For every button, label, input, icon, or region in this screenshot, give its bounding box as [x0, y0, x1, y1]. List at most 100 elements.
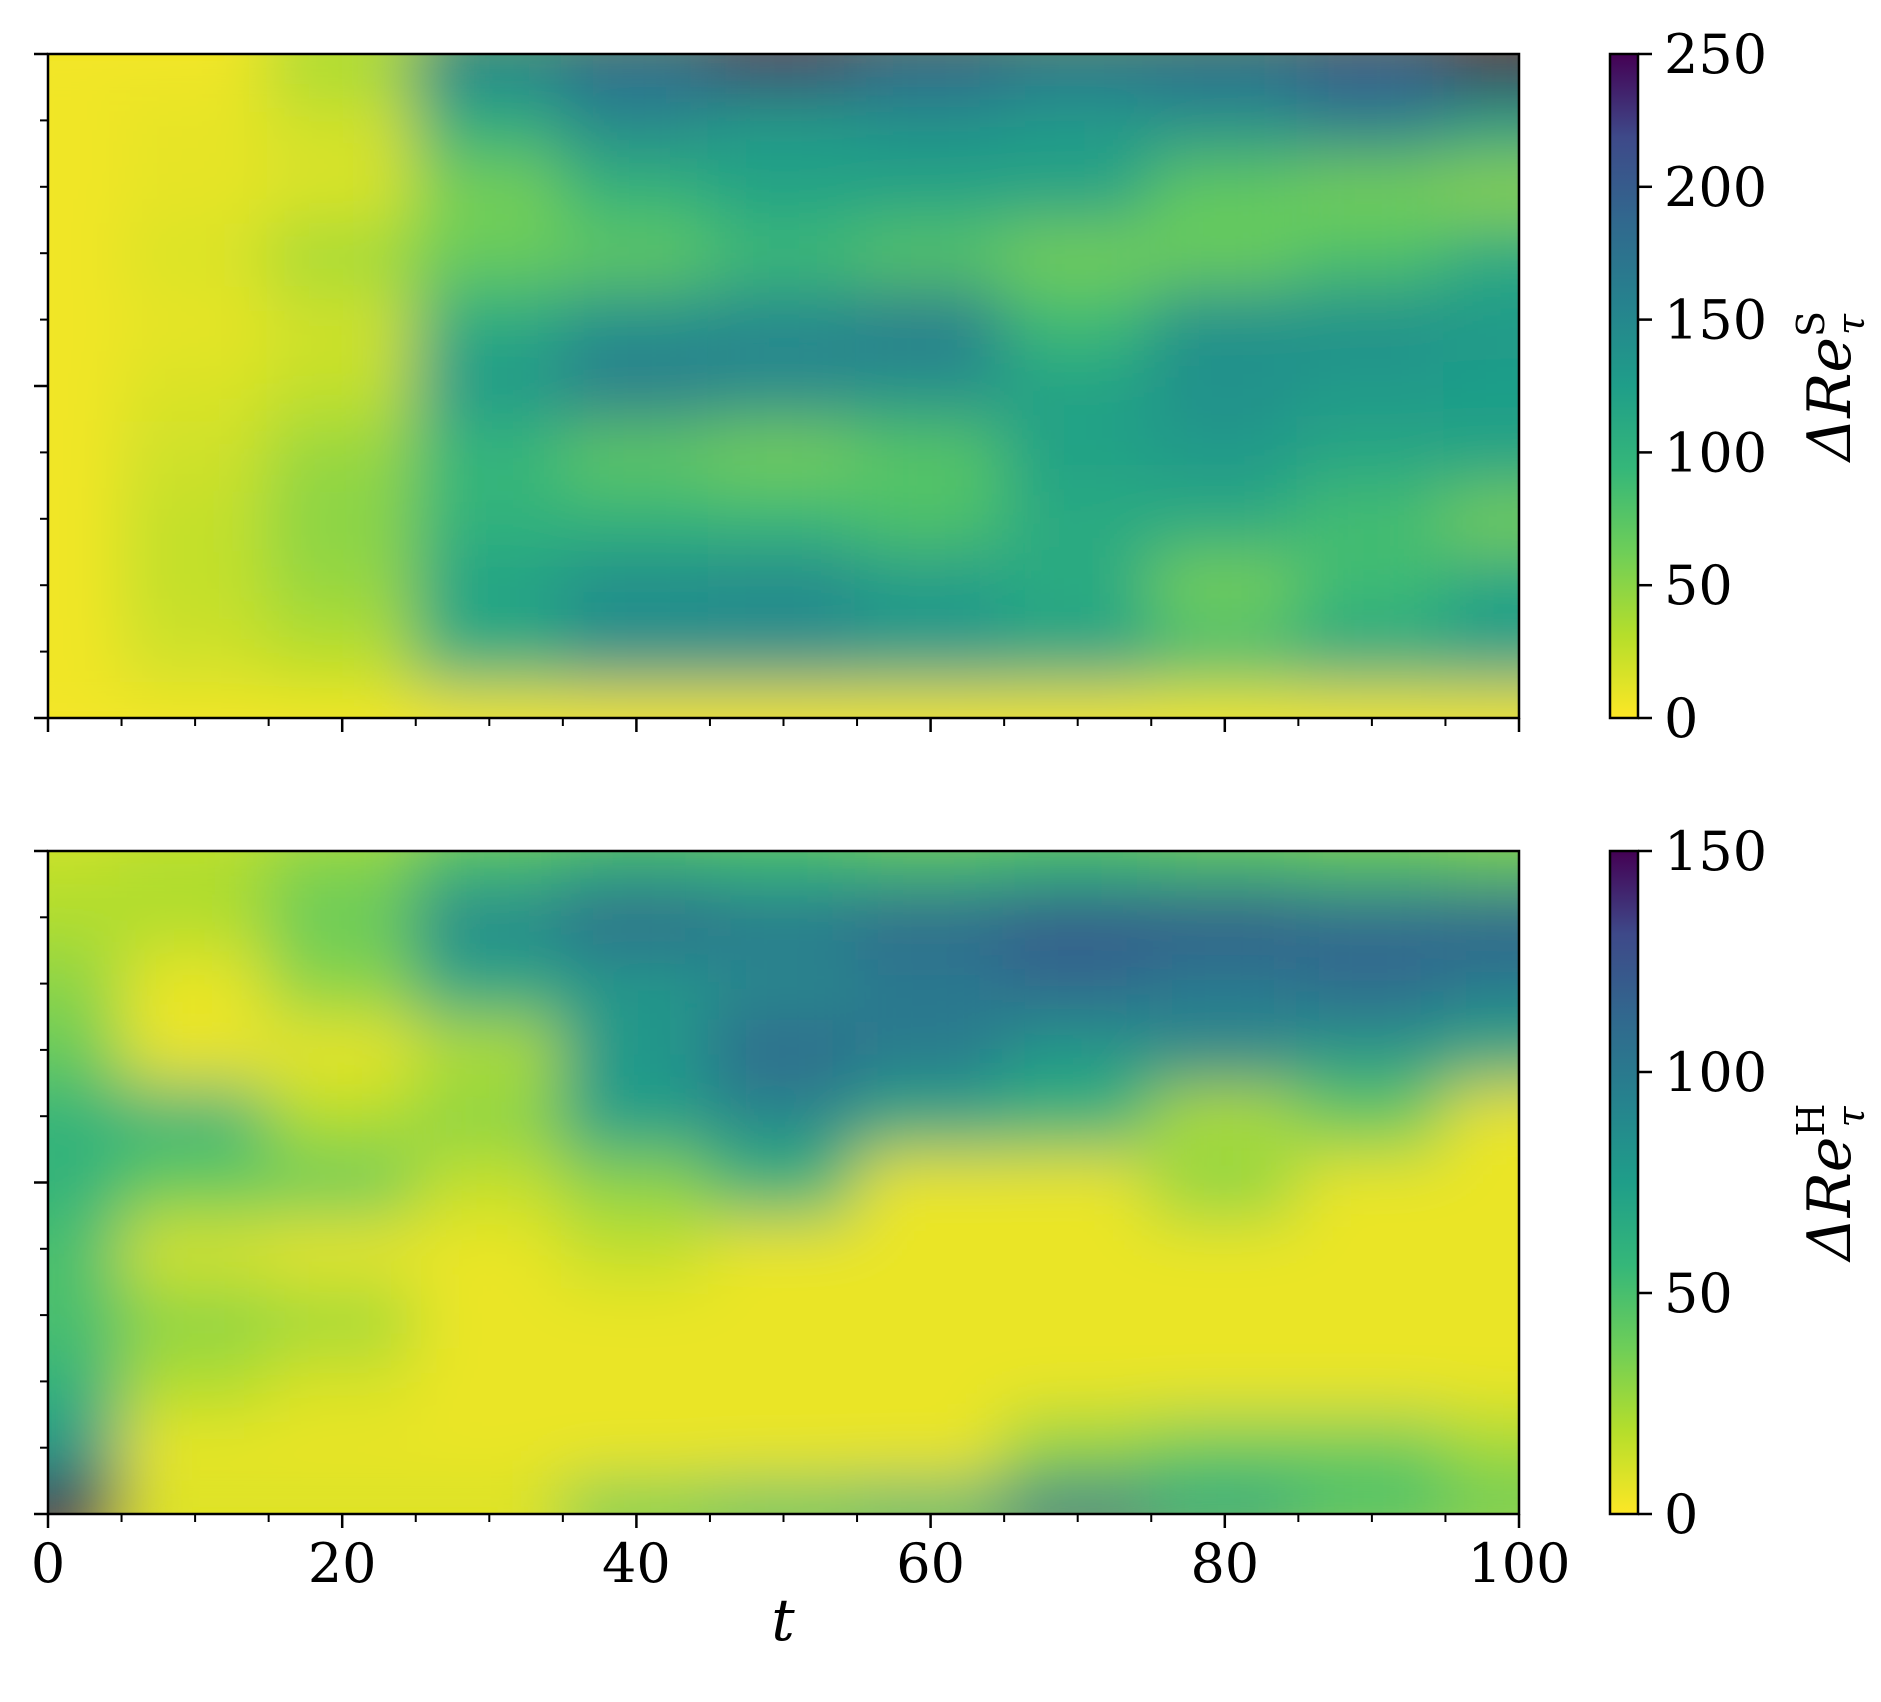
heatmap-cell — [119, 1412, 271, 1483]
bottom-heatmap-panel — [34, 849, 1521, 1528]
heatmap-cell — [855, 85, 1007, 156]
heatmap-cell — [560, 350, 712, 422]
heatmap-cell — [266, 682, 418, 718]
heatmap-cell — [1002, 1147, 1154, 1218]
heatmap-cell — [1002, 1279, 1154, 1351]
heatmap-cell — [707, 948, 860, 1019]
colorbar-tick-label: 0 — [1664, 687, 1698, 750]
colorbar-tick-label: 0 — [1664, 1483, 1698, 1546]
heatmap-cell — [707, 1478, 860, 1514]
heatmap-cell — [1296, 151, 1448, 222]
heatmap-cell — [707, 1014, 860, 1086]
heatmap-cell — [707, 483, 860, 554]
heatmap-cell — [1002, 851, 1154, 887]
heatmap-cell — [1443, 1346, 1519, 1417]
heatmap-cell — [413, 284, 565, 355]
top-colorbar-ticks: 0 50 100 150 200 250 — [1638, 23, 1767, 750]
heatmap-cell — [413, 1081, 565, 1152]
heatmap-cell — [1443, 483, 1519, 554]
heatmap-cell — [855, 1014, 1007, 1086]
heatmap-cell — [855, 218, 1007, 289]
heatmap-cell — [48, 616, 124, 687]
heatmap-cell — [1002, 1213, 1154, 1284]
heatmap-cell — [413, 151, 565, 222]
heatmap-cell — [1002, 350, 1154, 422]
heatmap-cell — [48, 218, 124, 289]
heatmap-cell — [266, 54, 418, 90]
heatmap-cell — [48, 1213, 124, 1284]
heatmap-cell — [560, 85, 712, 156]
heatmap-cell — [1002, 1478, 1154, 1514]
heatmap-cell — [119, 1014, 271, 1086]
heatmap-cell — [1149, 350, 1301, 422]
heatmap-cell — [707, 550, 860, 621]
heatmap-cell — [1296, 550, 1448, 621]
heatmap-cell — [855, 151, 1007, 222]
heatmap-cell — [48, 85, 124, 156]
heatmap-cell — [413, 218, 565, 289]
top-x-ticks — [46, 718, 1521, 732]
heatmap-cell — [266, 1147, 418, 1218]
heatmap-cell — [48, 284, 124, 355]
heatmap-cell — [560, 1147, 712, 1218]
heatmap-cell — [1149, 550, 1301, 621]
heatmap-cell — [1002, 417, 1154, 488]
heatmap-cell — [48, 1147, 124, 1218]
heatmap-cell — [1002, 882, 1154, 953]
top-heatmap-cells — [48, 54, 1519, 718]
heatmap-cell — [413, 550, 565, 621]
heatmap-cell — [119, 948, 271, 1019]
heatmap-cell — [266, 85, 418, 156]
heatmap-cell — [266, 882, 418, 953]
x-tick-label: 100 — [1467, 1532, 1570, 1595]
heatmap-cell — [560, 882, 712, 953]
bottom-colorbar-label: ΔReHτ — [1789, 1103, 1873, 1262]
heatmap-cell — [707, 1147, 860, 1218]
top-colorbar-label: ΔReSτ — [1789, 311, 1873, 463]
heatmap-cell — [413, 54, 565, 90]
heatmap-cell — [119, 1478, 271, 1514]
heatmap-cell — [1296, 1478, 1448, 1514]
heatmap-cell — [560, 54, 712, 90]
heatmap-cell — [1296, 1412, 1448, 1483]
heatmap-cell — [119, 1279, 271, 1351]
heatmap-cell — [560, 1014, 712, 1086]
heatmap-cell — [1443, 1147, 1519, 1218]
heatmap-cell — [119, 1081, 271, 1152]
x-tick-label: 20 — [308, 1532, 377, 1595]
heatmap-cell — [266, 1346, 418, 1417]
heatmap-cell — [855, 682, 1007, 718]
heatmap-cell — [1002, 218, 1154, 289]
heatmap-cell — [1296, 85, 1448, 156]
heatmap-cell — [413, 1412, 565, 1483]
bottom-colorbar-label-super: H — [1789, 1103, 1833, 1136]
heatmap-cell — [707, 85, 860, 156]
heatmap-cell — [413, 682, 565, 718]
heatmap-cell — [48, 1412, 124, 1483]
heatmap-cell — [1296, 616, 1448, 687]
bottom-heatmap-cells — [48, 851, 1519, 1514]
heatmap-cell — [413, 948, 565, 1019]
heatmap-cell — [48, 54, 124, 90]
heatmap-cell — [119, 1213, 271, 1284]
heatmap-cell — [266, 284, 418, 355]
colorbar-tick-label: 50 — [1664, 554, 1733, 617]
heatmap-cell — [413, 1213, 565, 1284]
heatmap-cell — [48, 1478, 124, 1514]
colorbar-tick-label: 150 — [1664, 820, 1767, 883]
heatmap-cell — [560, 1412, 712, 1483]
heatmap-cell — [266, 218, 418, 289]
heatmap-cell — [855, 284, 1007, 355]
heatmap-cell — [855, 1478, 1007, 1514]
heatmap-cell — [707, 1081, 860, 1152]
colorbar-tick-label: 250 — [1664, 23, 1767, 86]
heatmap-cell — [1443, 350, 1519, 422]
heatmap-cell — [413, 1014, 565, 1086]
heatmap-cell — [1443, 151, 1519, 222]
heatmap-cell — [855, 550, 1007, 621]
heatmap-cell — [266, 1412, 418, 1483]
heatmap-cell — [1296, 284, 1448, 355]
heatmap-cell — [1296, 882, 1448, 953]
heatmap-cell — [1296, 483, 1448, 554]
heatmap-cell — [855, 1412, 1007, 1483]
